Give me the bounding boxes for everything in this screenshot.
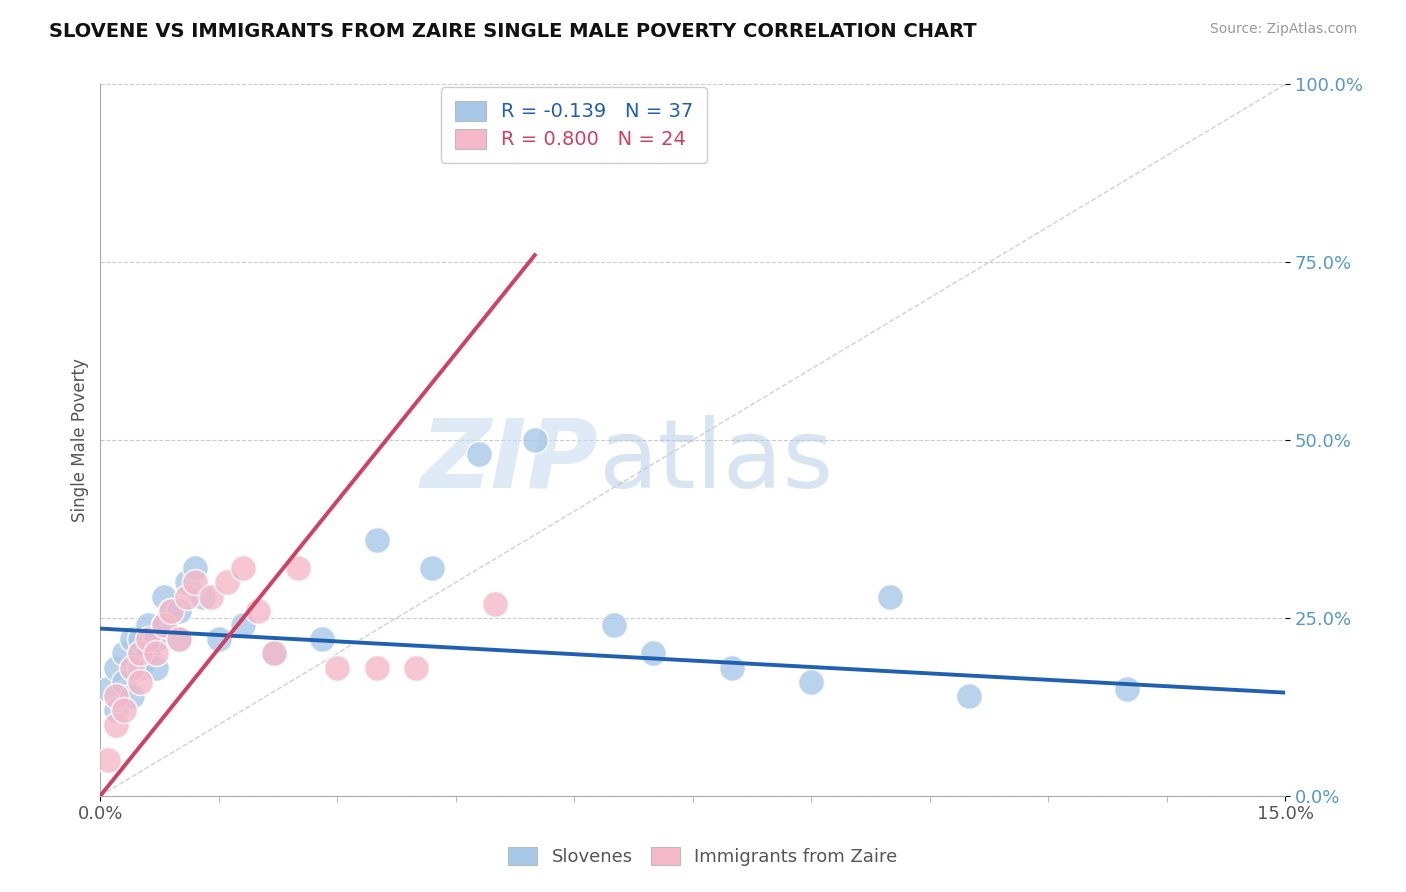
Point [128,647,150,661]
Point [145,661,167,675]
Point [169,632,191,647]
Point [200,590,222,604]
Point [800,675,823,690]
Point [112,703,135,717]
Point [128,675,150,690]
Point [128,661,150,675]
Point [160,604,183,618]
Point [160,604,183,618]
Point [957,689,980,703]
Point [231,561,253,575]
Point [603,618,626,632]
Point [105,689,128,703]
Point [1116,681,1139,696]
Point [191,590,214,604]
Point [523,433,546,447]
Point [128,647,150,661]
Point [97,681,120,696]
Point [311,632,333,647]
Point [112,675,135,690]
Point [484,597,506,611]
Text: SLOVENE VS IMMIGRANTS FROM ZAIRE SINGLE MALE POVERTY CORRELATION CHART: SLOVENE VS IMMIGRANTS FROM ZAIRE SINGLE … [49,22,977,41]
Point [136,632,159,647]
Point [121,661,143,675]
Point [105,703,128,717]
Point [366,661,388,675]
Point [136,618,159,632]
Point [721,661,744,675]
Y-axis label: Single Male Poverty: Single Male Poverty [72,359,89,522]
Point [128,632,150,647]
Point [184,575,207,590]
Text: Source: ZipAtlas.com: Source: ZipAtlas.com [1209,22,1357,37]
Legend: Slovenes, Immigrants from Zaire: Slovenes, Immigrants from Zaire [496,834,910,879]
Point [169,604,191,618]
Point [879,590,901,604]
Point [326,661,349,675]
Point [97,753,120,767]
Point [215,575,238,590]
Point [420,561,443,575]
Point [145,647,167,661]
Point [405,661,427,675]
Point [643,647,665,661]
Point [169,632,191,647]
Point [152,618,174,632]
Point [247,604,270,618]
Point [105,717,128,731]
Point [231,618,253,632]
Text: atlas: atlas [598,415,834,508]
Point [152,618,174,632]
Text: ZIP: ZIP [420,415,598,508]
Point [121,689,143,703]
Point [152,590,174,604]
Point [263,647,285,661]
Point [287,561,309,575]
Point [184,561,207,575]
Point [136,647,159,661]
Point [112,647,135,661]
Point [176,575,198,590]
Point [121,632,143,647]
Point [366,533,388,547]
Point [468,447,491,461]
Point [176,590,198,604]
Point [145,632,167,647]
Legend: R = -0.139   N = 37, R = 0.800   N = 24: R = -0.139 N = 37, R = 0.800 N = 24 [441,87,707,163]
Point [208,632,231,647]
Point [105,661,128,675]
Point [263,647,285,661]
